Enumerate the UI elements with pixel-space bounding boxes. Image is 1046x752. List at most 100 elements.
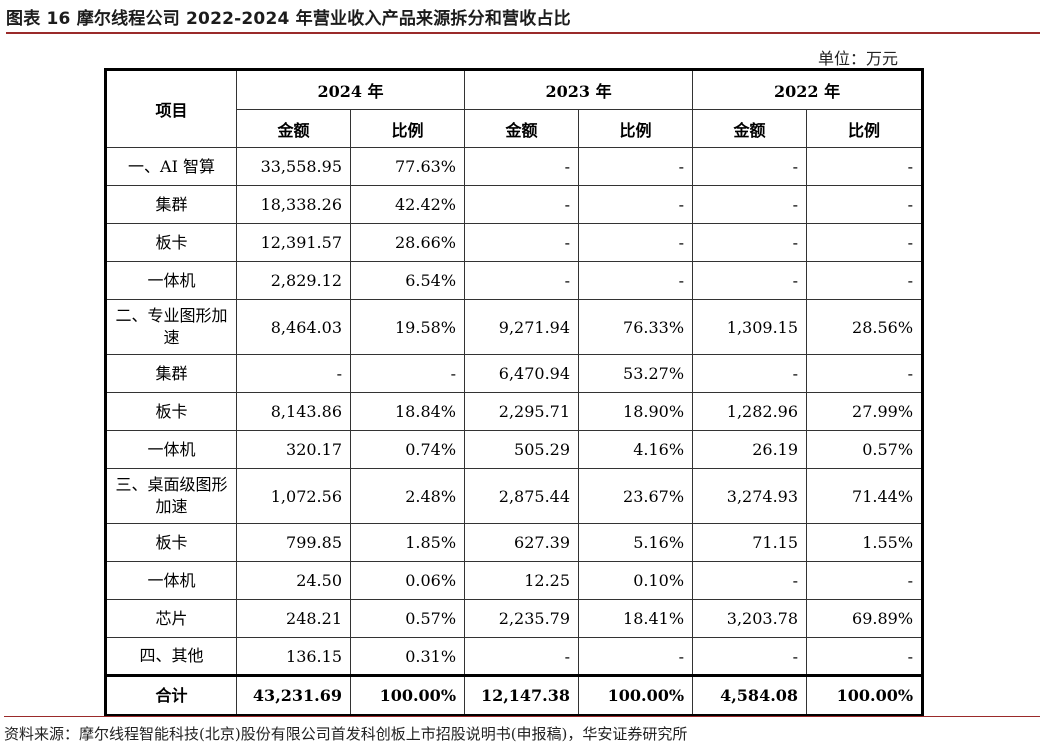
total-ratio-cell: 100.00% [349, 674, 466, 716]
ratio-cell: - [806, 147, 924, 186]
amount-cell: 2,295.71 [464, 392, 580, 431]
ratio-cell: 18.90% [578, 392, 694, 431]
amount-cell: 3,274.93 [692, 468, 808, 524]
year-header: 2022 年 [692, 69, 924, 110]
amount-cell: 24.50 [236, 561, 351, 600]
ratio-cell: - [806, 185, 924, 224]
row-item-label: 板卡 [105, 392, 237, 431]
ratio-cell: - [806, 261, 924, 300]
ratio-cell: 28.56% [806, 299, 924, 355]
ratio-cell: 0.74% [349, 430, 466, 469]
table-row: 二、专业图形加速 8,464.03 19.58% 9,271.94 76.33% 1,30… [105, 299, 924, 355]
table-row: 四、其他 136.15 0.31% - - - - [105, 637, 924, 676]
amount-cell: 71.15 [692, 523, 808, 562]
amount-cell: 1,072.56 [236, 468, 351, 524]
row-item-label: 二、专业图形加速 [105, 299, 237, 355]
amount-cell: 8,143.86 [236, 392, 351, 431]
ratio-cell: - [578, 223, 694, 262]
ratio-cell: 27.99% [806, 392, 924, 431]
ratio-cell: - [578, 637, 694, 676]
ratio-cell: - [578, 185, 694, 224]
item-header: 项目 [105, 69, 237, 148]
ratio-cell: 42.42% [349, 185, 466, 224]
ratio-cell: - [806, 637, 924, 676]
ratio-cell: 1.85% [349, 523, 466, 562]
ratio-cell: 0.10% [578, 561, 694, 600]
ratio-cell: 18.84% [349, 392, 466, 431]
total-row: 合计 43,231.69 100.00% 12,147.38 100.00% 4,584.… [105, 674, 924, 716]
ratio-cell: 19.58% [349, 299, 466, 355]
amount-cell: 18,338.26 [236, 185, 351, 224]
ratio-cell: 18.41% [578, 599, 694, 638]
row-item-label: 芯片 [105, 599, 237, 638]
figure-title: 图表 16 摩尔线程公司 2022-2024 年营业收入产品来源拆分和营收占比 [6, 9, 571, 29]
table-row: 集群 - -6,470.94 53.27% - - [105, 354, 924, 393]
year-header: 2024 年 [235, 69, 466, 110]
amount-cell: - [692, 185, 808, 224]
source-divider [4, 716, 1040, 717]
row-item-label: 集群 [105, 185, 237, 224]
total-amount-cell: 12,147.38 [464, 674, 580, 716]
total-amount-cell: 43,231.69 [236, 674, 351, 716]
amount-header: 金额 [236, 109, 351, 148]
source-note: 资料来源：摩尔线程智能科技(北京)股份有限公司首发科创板上市招股说明书(申报稿)… [4, 725, 688, 743]
total-ratio-cell: 100.00% [578, 674, 694, 716]
ratio-cell: 71.44% [806, 468, 924, 524]
ratio-cell: 0.57% [349, 599, 466, 638]
row-item-label: 三、桌面级图形加速 [105, 468, 237, 524]
row-item-label: 一体机 [105, 261, 237, 300]
amount-cell: - [464, 261, 580, 300]
ratio-cell: 5.16% [578, 523, 694, 562]
amount-cell: - [464, 147, 580, 186]
ratio-cell: 4.16% [578, 430, 694, 469]
title-divider [6, 32, 1040, 34]
table-row: 一体机 320.17 0.74% 505.29 4.16% 26.19 0.57% [105, 430, 924, 469]
ratio-cell: 2.48% [349, 468, 466, 524]
row-item-label: 一体机 [105, 430, 237, 469]
ratio-header: 比例 [806, 109, 924, 148]
amount-cell: 1,309.15 [692, 299, 808, 355]
ratio-cell: 77.63% [349, 147, 466, 186]
ratio-cell: - [578, 261, 694, 300]
amount-cell: 248.21 [236, 599, 351, 638]
ratio-cell: 53.27% [578, 354, 694, 393]
amount-cell: 2,875.44 [464, 468, 580, 524]
amount-cell: - [692, 354, 808, 393]
table-row: 板卡 799.85 1.85% 627.39 5.16% 71.15 1.55% [105, 523, 924, 562]
total-ratio-cell: 100.00% [806, 674, 924, 716]
amount-cell: - [692, 223, 808, 262]
amount-cell: 3,203.78 [692, 599, 808, 638]
ratio-header: 比例 [349, 109, 466, 148]
table-row: 芯片 248.21 0.57% 2,235.79 18.41% 3,203.78 69.89… [105, 599, 924, 638]
amount-cell: - [692, 561, 808, 600]
amount-cell: 33,558.95 [236, 147, 351, 186]
amount-cell: 8,464.03 [236, 299, 351, 355]
table-row: 一体机 2,829.12 6.54% - - - - [105, 261, 924, 300]
ratio-cell: 69.89% [806, 599, 924, 638]
ratio-cell: - [806, 354, 924, 393]
revenue-table: 项目 2024 年 2023 年 2022 年 金额 比例 金额 比例 金额 比… [104, 68, 925, 717]
table-row: 集群 18,338.26 42.42% - - - - [105, 185, 924, 224]
ratio-cell: 0.31% [349, 637, 466, 676]
amount-cell: 12,391.57 [236, 223, 351, 262]
amount-cell: - [464, 185, 580, 224]
amount-header: 金额 [692, 109, 808, 148]
amount-cell: 799.85 [236, 523, 351, 562]
year-header: 2023 年 [464, 69, 694, 110]
ratio-cell: 1.55% [806, 523, 924, 562]
amount-cell: - [692, 147, 808, 186]
row-item-label: 板卡 [105, 223, 237, 262]
ratio-cell: 28.66% [349, 223, 466, 262]
amount-cell: 6,470.94 [464, 354, 580, 393]
row-item-label: 四、其他 [105, 637, 237, 676]
amount-cell: 12.25 [464, 561, 580, 600]
table-row: 一体机 24.50 0.06% 12.25 0.10% - - [105, 561, 924, 600]
row-item-label: 一、AI 智算 [105, 147, 237, 186]
ratio-cell: - [806, 561, 924, 600]
ratio-header: 比例 [578, 109, 694, 148]
total-label: 合计 [105, 674, 237, 716]
amount-cell: 2,235.79 [464, 599, 580, 638]
amount-cell: 320.17 [236, 430, 351, 469]
amount-cell: 505.29 [464, 430, 580, 469]
amount-cell: 1,282.96 [692, 392, 808, 431]
